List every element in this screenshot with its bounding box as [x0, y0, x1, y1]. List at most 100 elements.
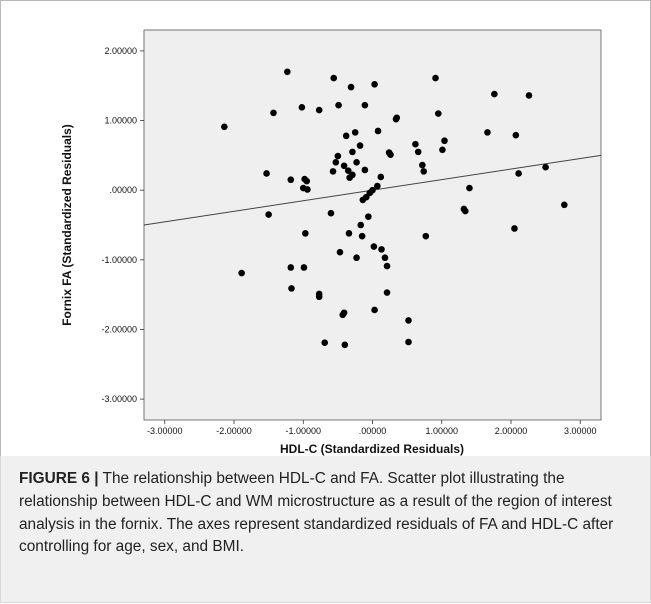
x-axis-title: HDL-C (Standardized Residuals): [280, 442, 464, 456]
x-tick-label: -1.00000: [285, 426, 321, 436]
y-tick-label: -3.00000: [101, 394, 137, 404]
data-point: [441, 137, 448, 145]
data-point: [512, 131, 520, 139]
data-point: [287, 264, 295, 271]
data-point: [419, 161, 426, 169]
data-point: [420, 168, 428, 175]
data-point: [349, 148, 356, 156]
data-point: [288, 285, 295, 292]
data-point: [336, 248, 344, 256]
data-point: [265, 211, 272, 218]
data-point: [339, 311, 347, 319]
data-point: [334, 152, 342, 160]
x-tick-label: 3.00000: [564, 426, 597, 436]
data-point: [461, 207, 469, 215]
data-point: [270, 109, 277, 117]
data-point: [361, 101, 369, 109]
data-point: [327, 209, 335, 217]
data-point: [356, 142, 364, 149]
data-point: [412, 140, 419, 148]
data-point: [287, 176, 295, 184]
data-point: [238, 269, 245, 277]
data-point: [378, 246, 385, 253]
figure-panel: -3.00000 -2.00000 -1.00000.00000 1.00000 2.0…: [0, 0, 651, 457]
data-point: [466, 184, 473, 192]
data-point: [340, 162, 348, 170]
data-point: [393, 114, 401, 122]
data-point: [525, 92, 533, 99]
data-point: [383, 262, 391, 270]
data-point: [347, 83, 355, 91]
caption-text: FIGURE 6 | The relationship between HDL-…: [19, 468, 639, 559]
data-point: [371, 81, 378, 88]
data-point: [491, 90, 498, 98]
data-point: [374, 182, 381, 190]
data-point: [414, 148, 422, 156]
data-point: [332, 159, 340, 166]
data-point: [353, 254, 360, 262]
x-tick-label: -2.00000: [216, 426, 252, 436]
data-point: [405, 338, 412, 346]
y-tick-label: -2.00000: [101, 324, 137, 334]
data-point: [284, 68, 291, 76]
data-point: [330, 74, 338, 82]
data-point: [329, 168, 337, 175]
data-point: [381, 254, 389, 262]
data-point: [434, 110, 442, 117]
data-point: [302, 230, 309, 237]
data-point: [387, 151, 394, 158]
data-point: [351, 129, 359, 136]
data-point: [357, 221, 365, 229]
data-point: [342, 132, 350, 140]
data-point: [345, 230, 353, 237]
data-point: [263, 170, 270, 177]
data-point: [361, 166, 369, 174]
x-tick-label: 2.00000: [495, 426, 528, 436]
data-point: [439, 146, 446, 154]
x-tick-label: .00000: [359, 426, 387, 436]
data-point: [371, 306, 378, 314]
data-point: [315, 106, 323, 114]
data-point: [370, 243, 378, 250]
data-point: [335, 101, 342, 109]
data-point: [383, 289, 391, 296]
data-point: [358, 232, 366, 240]
y-tick-label: -1.00000: [101, 255, 137, 265]
y-tick-label: .00000: [109, 185, 137, 195]
x-axis-ticks: -3.00000 -2.00000 -1.00000 .00000 1.00000 2.0…: [147, 420, 597, 436]
x-tick-label: -3.00000: [147, 426, 183, 436]
data-point: [341, 341, 349, 349]
y-tick-label: 2.00000: [104, 46, 137, 56]
data-point: [344, 167, 352, 174]
y-axis-title: Fornix FA (Standardized Residuals): [60, 124, 74, 326]
data-points: [221, 68, 568, 349]
data-point: [377, 173, 385, 181]
data-point: [346, 174, 353, 181]
data-point: [304, 186, 311, 193]
data-point: [221, 123, 228, 131]
data-point: [353, 159, 360, 166]
y-tick-label: 1.00000: [104, 116, 137, 126]
data-point: [315, 293, 323, 301]
data-point: [359, 196, 367, 204]
data-point: [374, 127, 382, 135]
data-point: [298, 104, 306, 111]
data-point: [321, 339, 329, 346]
y-axis-ticks: 2.00000 1.00000 .00000 -1.00000 -2.00000 -3.0…: [101, 46, 144, 404]
figure-caption: FIGURE 6 | The relationship between HDL-…: [0, 456, 651, 603]
data-point: [422, 232, 430, 240]
data-point: [542, 163, 549, 171]
caption-label: FIGURE 6 |: [19, 470, 99, 487]
data-point: [303, 177, 311, 185]
data-point: [515, 170, 522, 177]
data-point: [432, 74, 439, 82]
data-point: [300, 264, 308, 271]
data-point: [511, 225, 518, 232]
plot-area: [143, 29, 602, 421]
scatter-chart: -3.00000 -2.00000 -1.00000.00000 1.00000 2.0…: [60, 29, 602, 456]
data-point: [405, 317, 412, 324]
data-point: [365, 213, 372, 220]
x-tick-label: 1.00000: [425, 426, 458, 436]
data-point: [484, 129, 491, 136]
data-point: [561, 201, 568, 209]
